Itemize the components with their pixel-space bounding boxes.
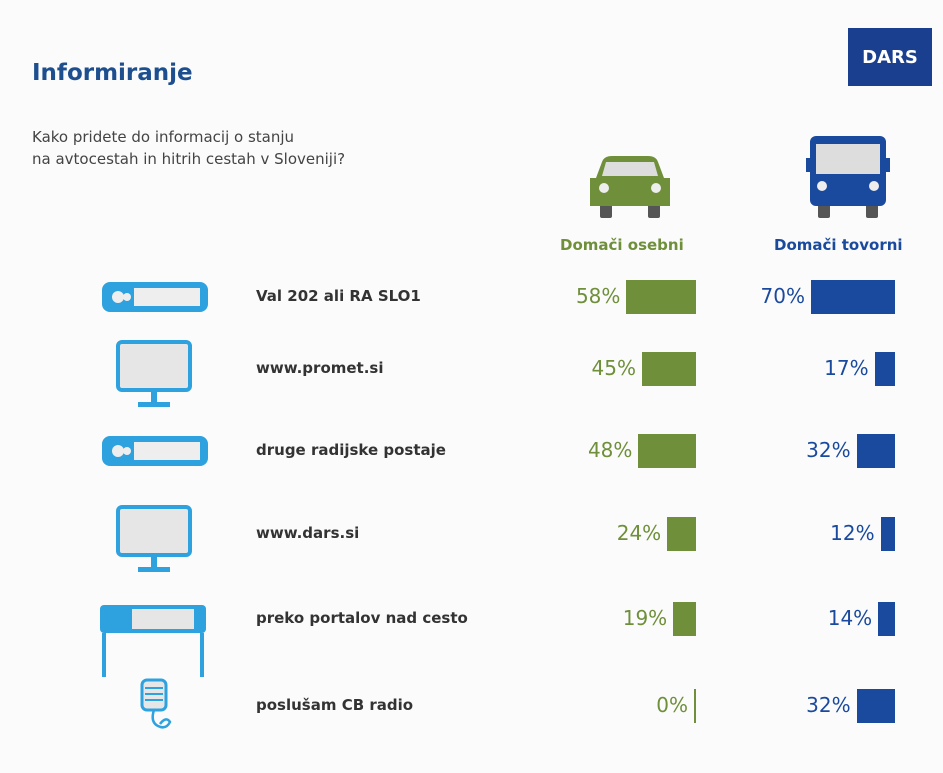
monitor-icon (116, 340, 192, 414)
category-label: poslušam CB radio (256, 696, 414, 714)
value-label: 58% (575, 284, 621, 308)
dars-logo: DARS (848, 28, 932, 86)
bar-tovorni (874, 352, 895, 386)
bar-tovorni (880, 517, 895, 551)
monitor-icon (116, 505, 192, 579)
legend-domaci-osebni: Domači osebni (560, 236, 684, 254)
category-label: www.dars.si (256, 524, 360, 542)
radio-icon (100, 434, 210, 472)
page-title: Informiranje (32, 60, 193, 86)
bar-tovorni (878, 602, 895, 636)
car-icon (590, 156, 670, 218)
value-label: 19% (622, 606, 668, 630)
category-label: Val 202 ali RA SLO1 (256, 287, 421, 305)
category-label: preko portalov nad cesto (256, 609, 468, 627)
category-label: druge radijske postaje (256, 441, 446, 459)
bar-osebni (673, 602, 696, 636)
category-label: www.promet.si (256, 359, 384, 377)
bar-tovorni (856, 434, 895, 468)
bar-tovorni (811, 280, 895, 314)
value-label: 17% (824, 356, 869, 380)
value-label: 45% (591, 356, 636, 380)
question: Kako pridete do informacij o stanju na av… (32, 126, 432, 170)
value-label: 32% (806, 693, 851, 717)
value-label: 70% (760, 284, 805, 308)
bar-tovorni (856, 689, 895, 723)
value-label: 24% (616, 521, 662, 545)
legend-domaci-tovorni: Domači tovorni (774, 236, 903, 254)
value-label: 14% (827, 606, 873, 630)
value-label: 48% (587, 438, 633, 462)
value-label: 32% (806, 438, 851, 462)
truck-icon (806, 136, 890, 218)
bar-osebni (694, 689, 696, 723)
bar-osebni (642, 352, 696, 386)
question-line-2: na avtocestah in hitrih cestah v Sloveni… (32, 150, 346, 168)
bar-osebni (626, 280, 696, 314)
radio-icon (100, 280, 210, 318)
question-line-1: Kako pridete do informacij o stanju (32, 128, 295, 146)
cb-microphone-icon (136, 676, 180, 740)
bar-osebni (638, 434, 696, 468)
value-label: 0% (656, 693, 688, 717)
gantry-sign-icon (98, 603, 208, 683)
bar-osebni (667, 517, 696, 551)
value-label: 12% (830, 521, 875, 545)
